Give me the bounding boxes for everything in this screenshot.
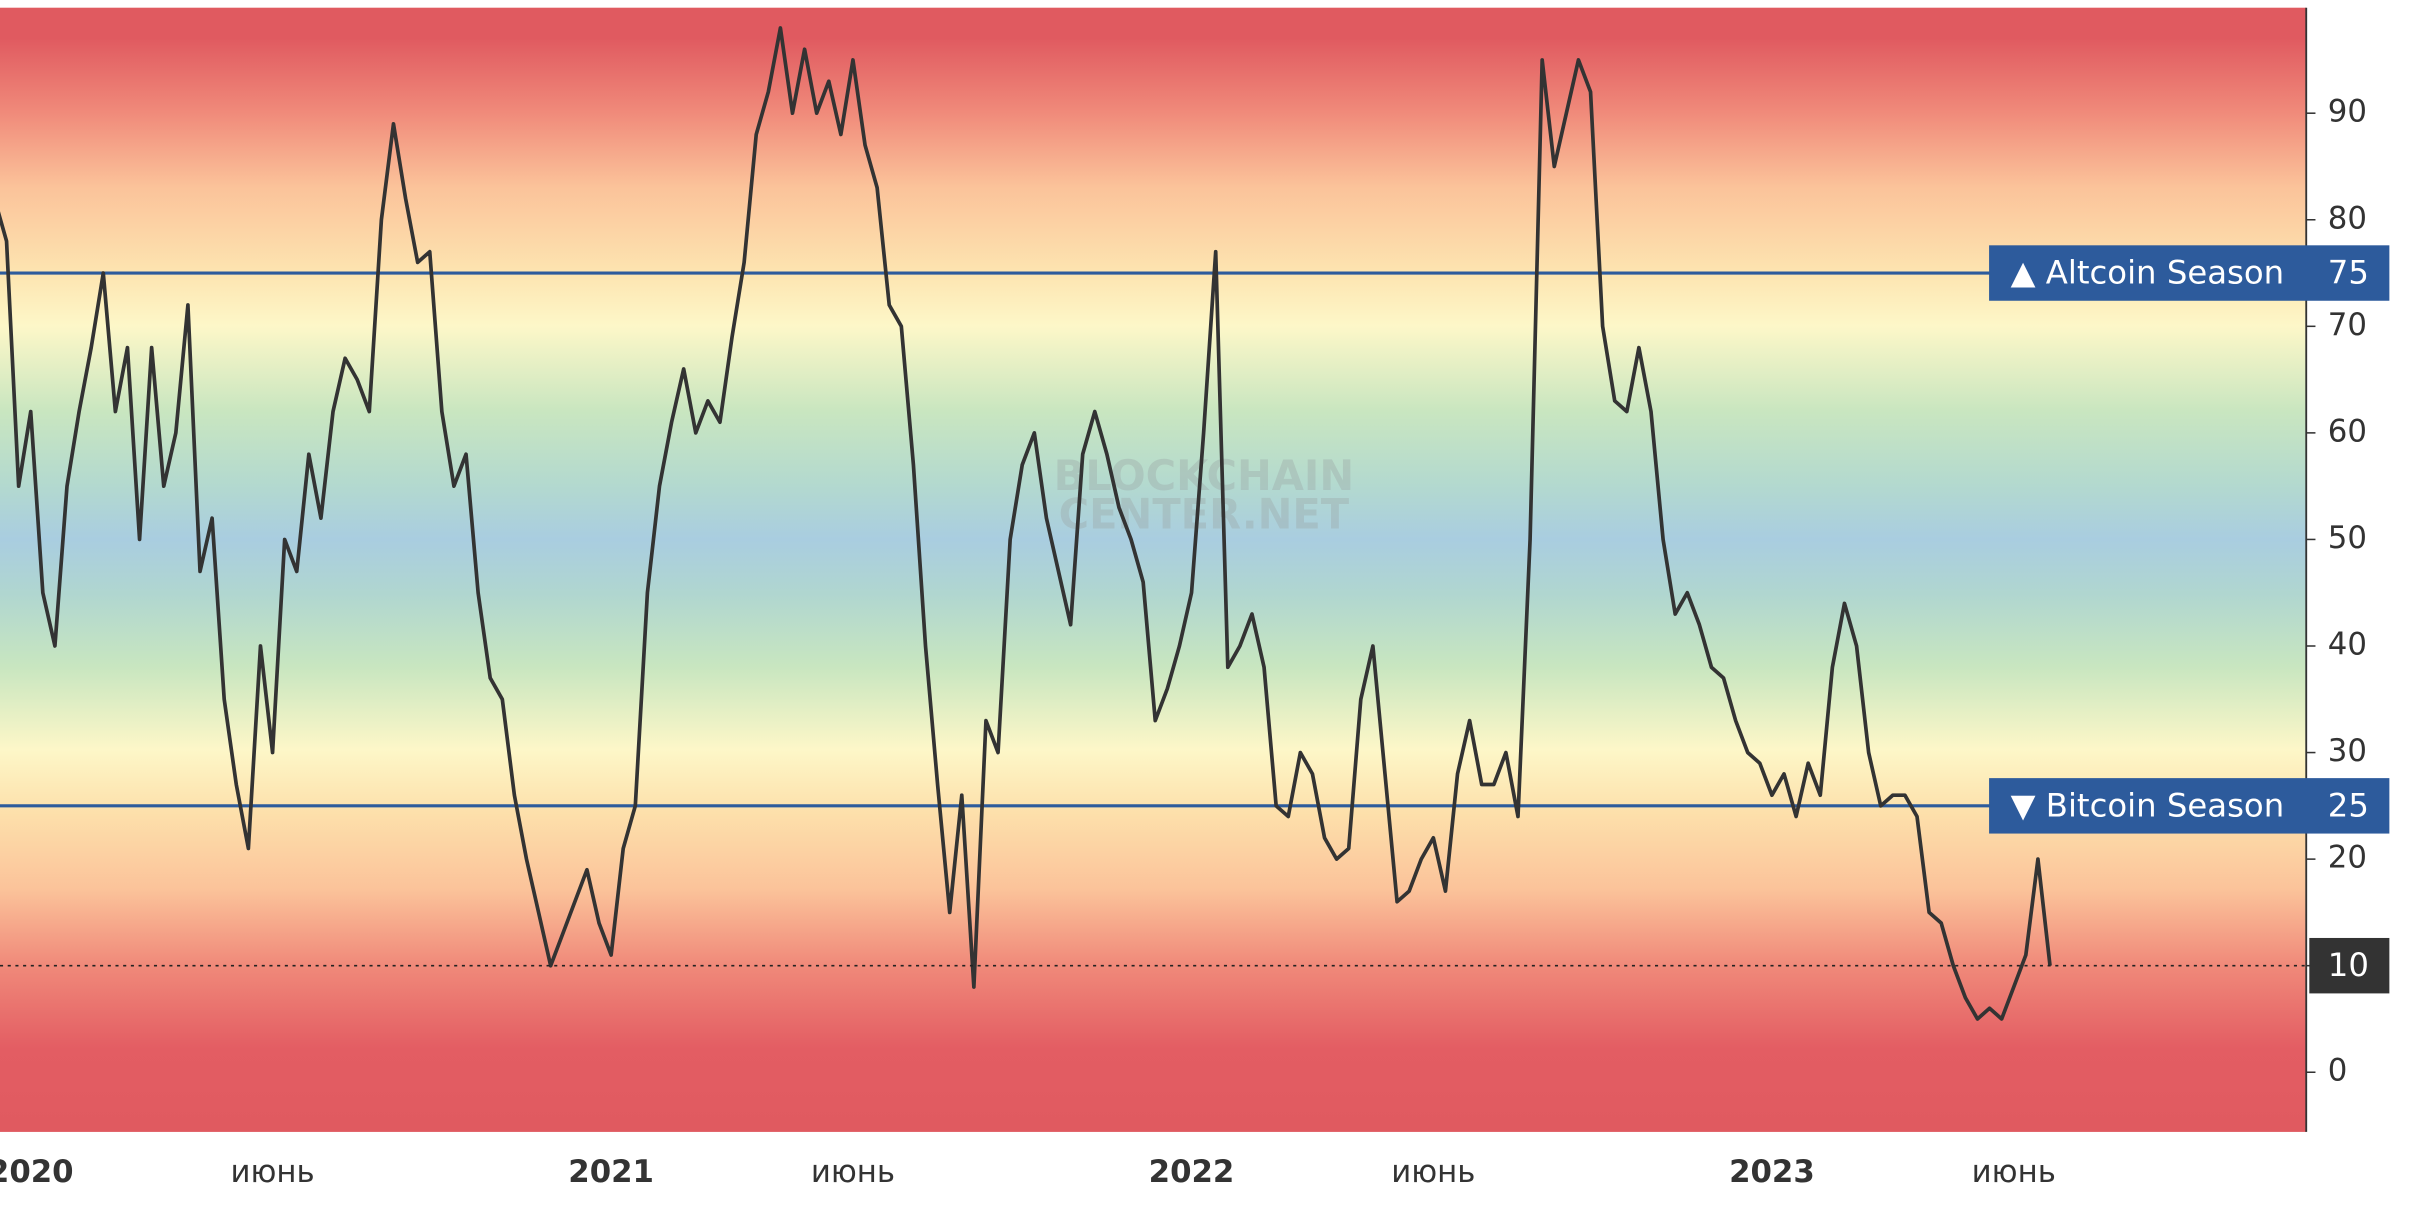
plot-background [0,7,2307,1132]
watermark: BLOCKCHAIN [1054,451,1355,500]
reference-label: ▼ Bitcoin Season [2011,786,2285,824]
last-value-tag [2309,937,2390,994]
x-tick-label: июнь [1391,1154,1475,1190]
reference-label: ▲ Altcoin Season [2011,254,2285,292]
x-tick-label: 2020 [0,1154,74,1190]
reference-value: 25 [2328,786,2369,824]
x-tick-label: 2021 [568,1154,654,1190]
y-tick-label: 0 [2328,1053,2348,1089]
x-tick-label: июнь [1972,1154,2056,1190]
x-tick-label: 2023 [1729,1154,1815,1190]
y-tick-label: 30 [2328,733,2367,769]
y-tick-label: 40 [2328,626,2367,662]
reference-tag [1989,778,2390,834]
data-line [0,26,2052,1021]
y-tick-label: 20 [2328,840,2367,876]
reference-value: 75 [2328,254,2369,292]
x-tick-label: 2022 [1149,1154,1235,1190]
reference-tag [1989,245,2390,301]
x-tick-label: июнь [811,1154,895,1190]
y-tick-label: 80 [2328,200,2367,236]
watermark: CENTER.NET [1059,489,1350,538]
y-tick-label: 70 [2328,307,2367,343]
last-value-label: 10 [2328,946,2369,984]
y-tick-label: 90 [2328,94,2367,130]
y-tick-label: 50 [2328,520,2367,556]
x-tick-label: июнь [230,1154,314,1190]
y-tick-label: 60 [2328,413,2367,449]
